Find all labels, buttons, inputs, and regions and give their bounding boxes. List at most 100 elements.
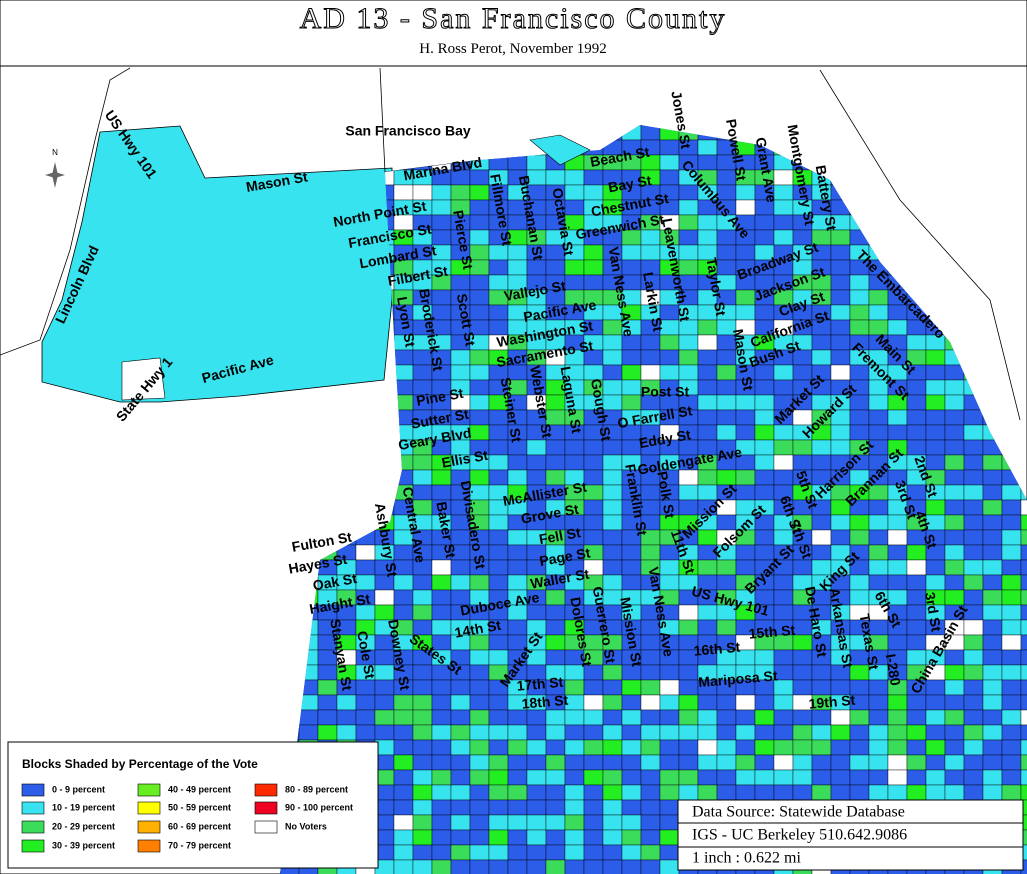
block [754, 454, 775, 471]
block [526, 754, 547, 771]
block [792, 784, 813, 801]
block [640, 694, 661, 711]
block [526, 724, 547, 741]
block [982, 739, 1003, 756]
block [602, 724, 623, 741]
block [583, 469, 604, 486]
block [1001, 574, 1022, 591]
block [830, 364, 851, 381]
block [697, 604, 718, 621]
block [355, 574, 376, 591]
block [393, 709, 414, 726]
block [944, 439, 965, 456]
block [963, 649, 984, 666]
block [526, 739, 547, 756]
block [564, 784, 585, 801]
block [488, 859, 509, 874]
block [583, 769, 604, 786]
legend-swatch [254, 820, 278, 834]
block [431, 844, 452, 861]
block [830, 724, 851, 741]
block [621, 814, 642, 831]
block [393, 784, 414, 801]
block [1001, 664, 1022, 681]
street-label: 16th St [693, 639, 741, 659]
block [526, 454, 547, 471]
block [811, 709, 832, 726]
land-parcel [121, 357, 166, 401]
block [697, 349, 718, 366]
block [564, 844, 585, 861]
legend-swatch [137, 801, 161, 815]
title: AD 13 - San Francisco County [300, 2, 727, 35]
block [488, 634, 509, 651]
block [602, 694, 623, 711]
block [963, 424, 984, 441]
block [887, 634, 908, 651]
legend-label: 0 - 9 percent [52, 784, 105, 794]
block [697, 784, 718, 801]
block [450, 694, 471, 711]
block [773, 709, 794, 726]
street-label: San Francisco Bay [345, 123, 470, 139]
block [773, 649, 794, 666]
block [1020, 784, 1027, 801]
block [830, 424, 851, 441]
block [963, 499, 984, 516]
block [621, 709, 642, 726]
block [868, 739, 889, 756]
block [944, 739, 965, 756]
block [507, 829, 528, 846]
block [925, 724, 946, 741]
block [868, 289, 889, 306]
block [1020, 664, 1027, 681]
block [431, 619, 452, 636]
block [640, 709, 661, 726]
block [716, 739, 737, 756]
block [925, 439, 946, 456]
block [393, 694, 414, 711]
block [1001, 784, 1022, 801]
block [754, 424, 775, 441]
block [887, 694, 908, 711]
block [507, 784, 528, 801]
block [488, 469, 509, 486]
block [944, 484, 965, 501]
block [526, 259, 547, 276]
block [450, 709, 471, 726]
block [488, 559, 509, 576]
legend-swatch [254, 783, 278, 797]
block [906, 724, 927, 741]
block [678, 229, 699, 246]
block [811, 514, 832, 531]
block [849, 289, 870, 306]
block [393, 769, 414, 786]
block [678, 709, 699, 726]
block [469, 859, 490, 874]
block [982, 634, 1003, 651]
block [678, 469, 699, 486]
block [393, 349, 414, 366]
block [393, 859, 414, 874]
block [602, 469, 623, 486]
block [944, 469, 965, 486]
block [374, 709, 395, 726]
block [849, 304, 870, 321]
block [982, 784, 1003, 801]
block [545, 439, 566, 456]
block [640, 679, 661, 696]
block [754, 484, 775, 501]
block [868, 769, 889, 786]
block [621, 784, 642, 801]
block [412, 829, 433, 846]
block [982, 619, 1003, 636]
block [735, 739, 756, 756]
block [811, 739, 832, 756]
block [773, 694, 794, 711]
block [469, 649, 490, 666]
block [621, 829, 642, 846]
block [602, 859, 623, 874]
block [412, 784, 433, 801]
block [963, 769, 984, 786]
block [602, 709, 623, 726]
